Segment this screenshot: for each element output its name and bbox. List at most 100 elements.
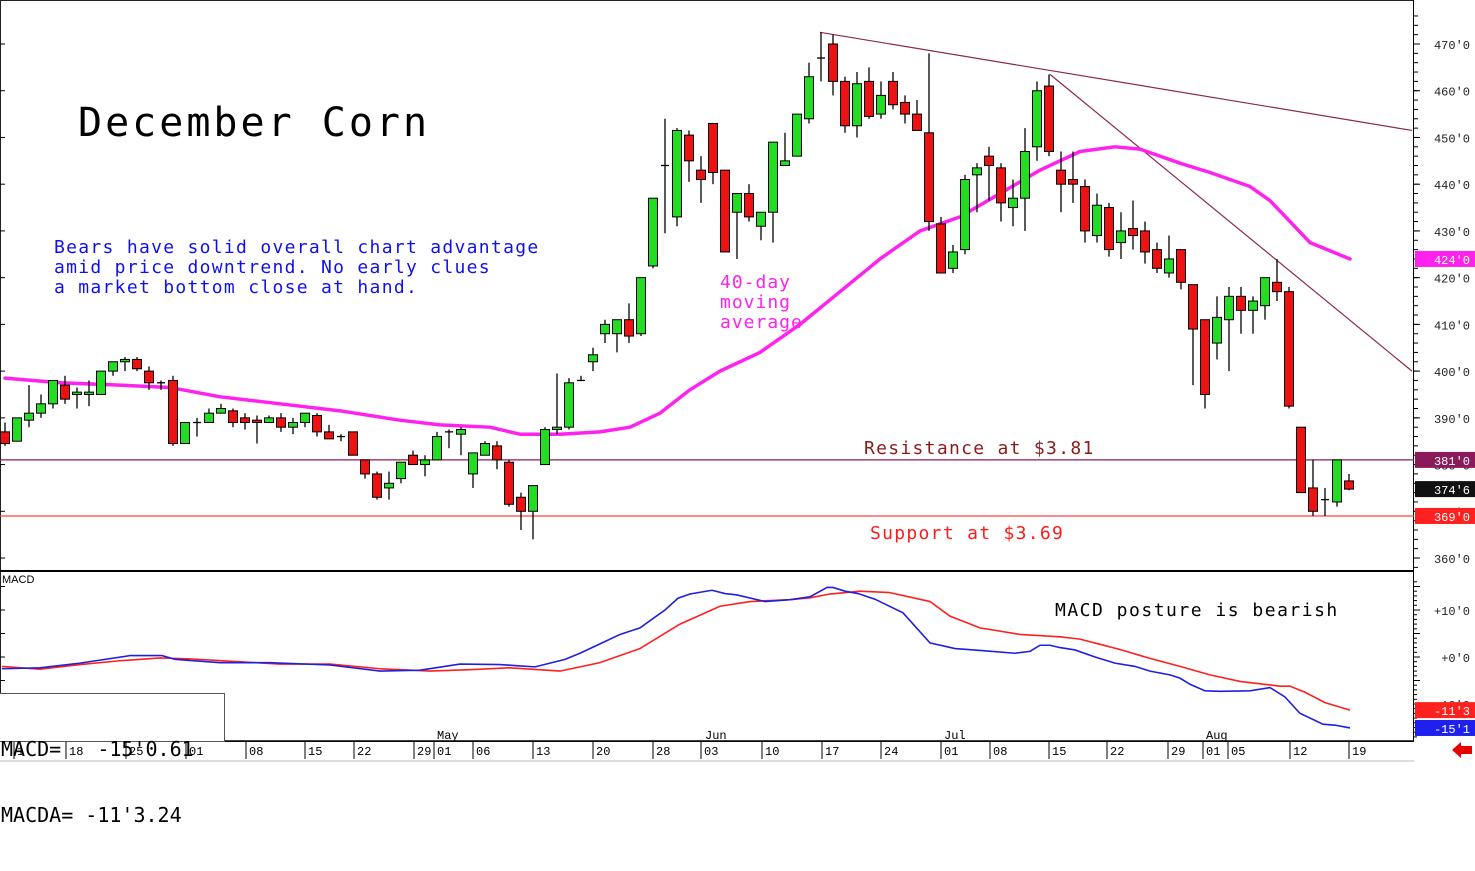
candle	[12, 417, 22, 442]
candle	[1008, 179, 1018, 227]
candle	[1188, 284, 1198, 386]
candle	[288, 417, 298, 435]
candle	[504, 459, 514, 507]
macd-tick-label: +10'0	[1434, 605, 1470, 619]
date-tick-label: 19	[1352, 745, 1366, 759]
candle	[216, 403, 226, 414]
candle	[948, 244, 958, 273]
candle	[732, 193, 742, 259]
chart-title: December Corn	[78, 100, 431, 146]
macd-readout-label: MACD=	[1, 737, 62, 761]
date-tick-label: 13	[536, 745, 550, 759]
candle	[888, 72, 898, 110]
candle	[720, 169, 730, 253]
candle	[684, 130, 694, 182]
candle	[0, 422, 10, 446]
candle	[1128, 200, 1138, 250]
candle	[564, 378, 574, 430]
macd-comment: MACD posture is bearish	[1055, 600, 1339, 621]
date-tick-label: 01	[944, 745, 958, 759]
candle	[300, 412, 310, 428]
candle	[1152, 242, 1162, 273]
candle	[360, 459, 370, 479]
date-tick-label: 18	[69, 745, 83, 759]
date-tick-label: 24	[884, 745, 898, 759]
macd-readout-value: -15'0.61	[97, 737, 194, 761]
month-label: May	[437, 729, 459, 743]
candle	[1068, 151, 1078, 203]
candle	[276, 413, 286, 432]
candle	[396, 461, 406, 484]
candle	[1140, 221, 1150, 264]
macd-value-tag-label: -15'1	[1434, 723, 1470, 737]
date-tick-label: 05	[1231, 745, 1245, 759]
candle	[1260, 277, 1270, 320]
candle	[696, 156, 706, 203]
price-tag	[1415, 451, 1475, 468]
resistance-label: Resistance at $3.81	[864, 438, 1095, 459]
candle	[528, 485, 538, 540]
back-arrow-icon[interactable]	[1452, 741, 1472, 759]
moving-average-40	[3, 145, 1352, 436]
date-tick-label: 25	[129, 745, 143, 759]
price-tick-label: 470'0	[1434, 39, 1470, 53]
candle	[756, 211, 766, 241]
candle	[804, 62, 814, 124]
candle	[936, 216, 946, 274]
candle	[108, 361, 118, 376]
date-tick-label: 03	[704, 745, 718, 759]
candle	[612, 319, 622, 353]
moving-average-line	[3, 145, 1352, 436]
date-axis-labels: 1 18 25 01 08 15 22 29 01 06 13 20 28 03 10 17 24 01 08 15 2…	[13, 729, 1366, 759]
macd-line	[1, 586, 1351, 729]
date-tick-label: 20	[596, 745, 610, 759]
candle	[768, 141, 778, 243]
candle	[984, 146, 994, 201]
price-tick-label: 430'0	[1434, 226, 1470, 240]
macd-tick-label: +0'0	[1441, 652, 1470, 666]
date-tick-label: 08	[993, 745, 1007, 759]
macd-panel-label: MACD	[2, 574, 35, 586]
date-tick-label: 22	[1110, 745, 1124, 759]
candle	[672, 128, 682, 227]
date-tick-label: 08	[249, 745, 263, 759]
candle	[912, 100, 922, 131]
candle	[456, 427, 466, 456]
candle	[408, 450, 418, 466]
candle	[792, 113, 802, 157]
candle	[1020, 128, 1030, 231]
date-tick-label: 15	[308, 745, 322, 759]
price-tag-label: 424'0	[1434, 254, 1470, 268]
candle	[24, 385, 34, 428]
candle	[324, 424, 334, 440]
candle	[817, 32, 825, 82]
chart-frame: 470'0 460'0 450'0 440'0 430'0 420'0 410'0 400'0…	[0, 0, 1475, 826]
candle	[840, 76, 850, 133]
chart-canvas: 470'0 460'0 450'0 440'0 430'0 420'0 410'0 400'0…	[0, 0, 1475, 763]
price-tag-label: 381'0	[1434, 455, 1470, 469]
candle	[1321, 487, 1329, 516]
candle	[1056, 151, 1066, 213]
candle	[252, 415, 262, 444]
candle	[144, 366, 154, 390]
price-tag-label: 374'6	[1434, 484, 1470, 498]
candle	[264, 415, 274, 424]
price-tick-label: 400'0	[1434, 366, 1470, 380]
candle	[240, 413, 250, 430]
candle	[445, 429, 453, 449]
price-tick-label: 460'0	[1434, 86, 1470, 100]
candle	[492, 441, 502, 470]
candle	[168, 375, 178, 446]
candle	[1092, 193, 1102, 243]
candle	[60, 375, 70, 404]
candle	[1272, 258, 1282, 302]
candle	[552, 373, 562, 435]
support-label: Support at $3.69	[870, 523, 1065, 544]
candle	[577, 375, 585, 382]
candle	[120, 357, 130, 372]
candle	[972, 163, 982, 213]
candle	[636, 277, 646, 337]
macd-lines	[1, 586, 1351, 729]
candle	[1032, 81, 1042, 161]
candle	[1200, 319, 1210, 409]
